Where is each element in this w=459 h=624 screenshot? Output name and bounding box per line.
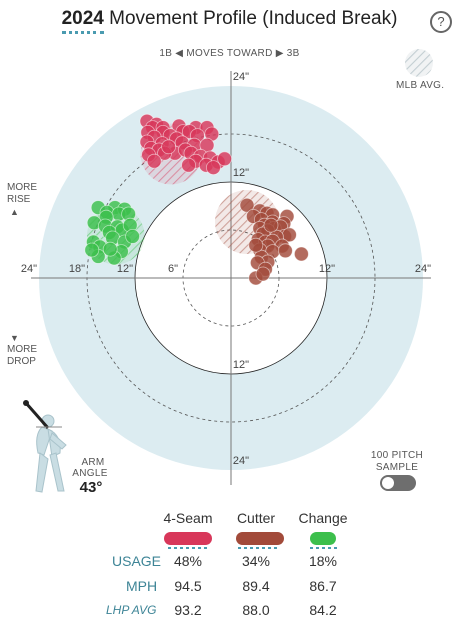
- point-4-seam-33: [205, 160, 221, 176]
- row-label-lhp-avg: LHP AVG: [106, 603, 157, 617]
- title-text: Movement Profile (Induced Break): [109, 8, 398, 29]
- title-year: 2024: [61, 8, 104, 34]
- point-cutter-33: [263, 217, 279, 233]
- usage-4seam: 48%: [173, 553, 203, 569]
- usage-cutter: 34%: [241, 553, 271, 569]
- usage-change: 18%: [308, 553, 338, 569]
- sample-toggle-knob: [382, 477, 394, 489]
- chart-background: [31, 71, 431, 485]
- point-4-seam-34: [181, 157, 197, 173]
- more-drop-label: ▼ MORE DROP: [7, 332, 37, 368]
- sample-toggle[interactable]: [380, 475, 416, 491]
- point-4-seam-37: [161, 139, 177, 155]
- col-header-4seam: 4-Seam: [163, 510, 213, 526]
- more-rise-line2: RISE: [7, 194, 31, 205]
- point-4-seam-36: [146, 153, 162, 169]
- arm-angle-value: 43°: [79, 479, 103, 496]
- arrow-down-icon: ▼: [10, 333, 19, 343]
- mph-change: 86.7: [309, 578, 337, 594]
- pitch-points-layer: [84, 113, 309, 286]
- point-change-18: [125, 228, 141, 244]
- lhp-avg-4seam: 93.2: [174, 602, 202, 618]
- direction-3b: 3B: [286, 48, 300, 59]
- y-tick-1: 12": [233, 167, 249, 179]
- point-change-22: [102, 241, 118, 257]
- mlb-legend-layer: [405, 49, 433, 77]
- arm-angle-label-1: ARM: [81, 457, 105, 468]
- x-tick-0: 24": [21, 263, 37, 275]
- sample-label-2: SAMPLE: [375, 462, 419, 473]
- mph-cutter: 89.4: [242, 578, 270, 594]
- point-cutter-34: [248, 237, 264, 253]
- sample-label: 100 PITCH SAMPLE: [352, 450, 442, 474]
- arrow-left-icon: ◀: [175, 48, 184, 59]
- more-drop-line1: MORE: [7, 344, 37, 355]
- more-rise-label: MORE RISE ▲: [7, 182, 37, 218]
- point-cutter-32: [255, 266, 271, 282]
- arrow-right-icon: ▶: [275, 48, 284, 59]
- row-label-usage: USAGE: [112, 553, 162, 569]
- mlb-legend-icon: [405, 49, 433, 77]
- x-tick-1: 18": [69, 263, 85, 275]
- lhp-avg-change: 84.2: [309, 602, 337, 618]
- col-header-cutter: Cutter: [236, 510, 276, 526]
- more-drop-line2: DROP: [7, 356, 36, 367]
- mlb-avg-label: MLB AVG.: [396, 80, 445, 91]
- y-tick-3: 24": [233, 455, 249, 467]
- arm-angle: ARM ANGLE 43°: [72, 457, 108, 496]
- arrow-up-icon: ▲: [10, 207, 19, 217]
- direction-1b: 1B: [159, 48, 173, 59]
- row-label-mph: MPH: [126, 578, 158, 594]
- point-cutter-26: [293, 246, 309, 262]
- axis-ticks-layer: 24" 18" 12" 6" 12" 24" 24" 12" 12" 24": [21, 71, 431, 467]
- point-4-seam-35: [217, 151, 233, 167]
- x-tick-5: 24": [415, 263, 431, 275]
- arm-angle-label-2: ANGLE: [72, 468, 108, 479]
- direction-moves-toward: MOVES TOWARD: [186, 48, 273, 59]
- pitcher-figure-icon: [23, 400, 67, 493]
- y-tick-2: 12": [233, 359, 249, 371]
- page-title: 2024 Movement Profile (Induced Break): [0, 8, 459, 34]
- point-cutter-25: [277, 243, 293, 259]
- x-tick-3: 6": [168, 263, 178, 275]
- sample-label-1: 100 PITCH: [370, 450, 424, 461]
- more-rise-line1: MORE: [7, 182, 37, 193]
- direction-label: 1B ◀ MOVES TOWARD ▶ 3B: [0, 48, 459, 59]
- mph-4seam: 94.5: [174, 578, 202, 594]
- pill-cutter: [236, 532, 284, 545]
- lhp-avg-cutter: 88.0: [242, 602, 270, 618]
- help-icon[interactable]: ?: [430, 11, 452, 33]
- y-tick-0: 24": [233, 71, 249, 83]
- x-tick-2: 12": [117, 263, 133, 275]
- x-tick-4: 12": [319, 263, 335, 275]
- point-change-21: [84, 242, 100, 258]
- col-header-change: Change: [298, 510, 348, 526]
- point-cutter-0: [239, 197, 255, 213]
- pill-change: [310, 532, 336, 545]
- pill-4seam: [164, 532, 212, 545]
- usage-dotted-underlines: [168, 547, 340, 549]
- movement-chart: 24" 18" 12" 6" 12" 24" 24" 12" 12" 24": [21, 49, 433, 485]
